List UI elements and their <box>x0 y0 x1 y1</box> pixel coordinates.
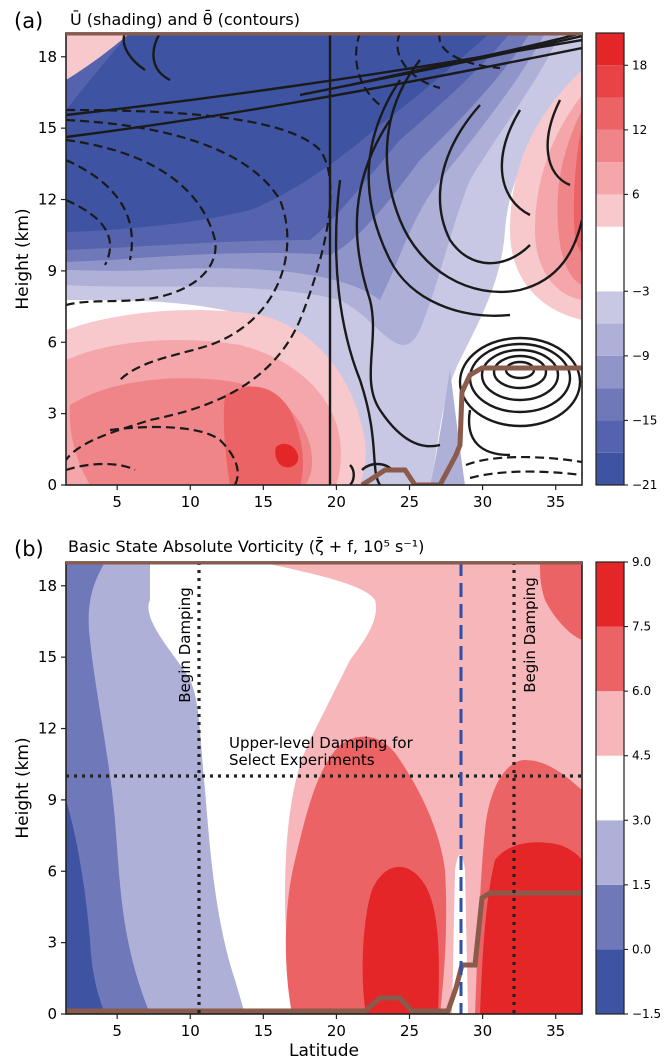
x-tick-label: 20 <box>327 493 346 511</box>
y-tick-label: 6 <box>47 862 57 880</box>
colorbar-segment <box>596 162 624 195</box>
panel-b-letter: (b) <box>14 537 44 561</box>
panel-b-axes: 5 10 15 20 25 30 35 0 3 6 9 12 15 18 <box>38 577 565 1040</box>
colorbar-tick-label: 9.0 <box>632 555 651 569</box>
colorbar-tick-label: 3.0 <box>632 813 651 827</box>
colorbar-tick-label: 0.0 <box>632 942 651 956</box>
panel-b-colorbar: −1.5 0.0 1.5 3.0 4.5 6.0 7.5 9.0 <box>595 555 661 1021</box>
colorbar-segment <box>596 949 624 1014</box>
colorbar-segment <box>596 291 624 324</box>
panel-b-title: Basic State Absolute Vorticity (ζ̄ + f, … <box>68 537 424 556</box>
begin-damping-left: Begin Damping <box>176 587 194 703</box>
colorbar-segment <box>596 452 624 485</box>
y-tick-label: 18 <box>38 577 57 595</box>
x-tick-label: 5 <box>112 1022 122 1040</box>
colorbar-segment <box>596 755 624 821</box>
x-tick-label: 30 <box>473 1022 492 1040</box>
colorbar-tick-label: 1.5 <box>632 878 651 892</box>
y-tick-label: 12 <box>38 191 57 209</box>
panel-a-title: Ū (shading) and θ̄ (contours) <box>70 10 300 29</box>
y-tick-label: 3 <box>47 405 57 423</box>
colorbar-tick-label: 18 <box>632 58 647 72</box>
colorbar-tick-label: 6.0 <box>632 684 651 698</box>
y-tick-label: 3 <box>47 934 57 952</box>
y-tick-label: 15 <box>38 648 57 666</box>
colorbar-tick-label: −9 <box>632 349 650 363</box>
x-tick-label: 25 <box>400 493 419 511</box>
y-tick-label: 12 <box>38 720 57 738</box>
y-tick-label: 9 <box>47 262 57 280</box>
panel-a-letter: (a) <box>14 9 43 33</box>
panel-a-colorbar: −21 −15 −9 −3 6 12 18 <box>595 32 657 492</box>
y-tick-label: 6 <box>47 333 57 351</box>
colorbar-tick-label: 6 <box>632 187 640 201</box>
colorbar-segment <box>596 355 624 389</box>
colorbar-segment <box>596 562 624 627</box>
panel-b-ylabel: Height (km) <box>13 737 33 838</box>
x-tick-label: 20 <box>327 1022 346 1040</box>
colorbar-tick-label: 7.5 <box>632 620 651 634</box>
x-tick-label: 35 <box>546 493 565 511</box>
colorbar-segment <box>596 420 624 453</box>
colorbar-segment <box>596 65 624 98</box>
colorbar-tick-label: −21 <box>632 478 657 492</box>
colorbar-segment <box>596 226 624 292</box>
colorbar-segment <box>596 323 624 356</box>
x-tick-label: 15 <box>254 1022 273 1040</box>
y-tick-label: 15 <box>38 119 57 137</box>
colorbar-tick-label: −3 <box>632 284 650 298</box>
x-axis-label: Latitude <box>289 1041 359 1061</box>
x-tick-label: 25 <box>400 1022 419 1040</box>
colorbar-segment <box>596 33 624 66</box>
colorbar-tick-label: 12 <box>632 123 647 137</box>
panel-a-ylabel: Height (km) <box>13 208 33 309</box>
colorbar-segment <box>596 129 624 163</box>
x-tick-label: 5 <box>112 493 122 511</box>
colorbar-segment <box>596 884 624 950</box>
colorbar-tick-label: 4.5 <box>632 749 651 763</box>
panel-a-axes: 5 10 15 20 25 30 35 0 3 6 9 12 15 18 <box>38 48 565 511</box>
colorbar-segment <box>596 97 624 130</box>
colorbar-tick-label: −1.5 <box>632 1007 661 1021</box>
x-tick-label: 35 <box>546 1022 565 1040</box>
y-tick-label: 0 <box>47 1005 57 1023</box>
colorbar-segment <box>596 194 624 227</box>
colorbar-tick-label: −15 <box>632 413 657 427</box>
x-tick-label: 10 <box>181 493 200 511</box>
y-tick-label: 0 <box>47 476 57 494</box>
colorbar-segment <box>596 820 624 885</box>
y-tick-label: 9 <box>47 791 57 809</box>
upper-damping-note: Upper-level Damping for Select Experimen… <box>229 734 418 769</box>
begin-damping-right: Begin Damping <box>521 577 539 693</box>
x-tick-label: 30 <box>473 493 492 511</box>
x-tick-label: 15 <box>254 493 273 511</box>
panel-a-plot <box>66 33 582 485</box>
panel-b-plot: Begin Damping Begin Damping Upper-level … <box>66 562 582 1014</box>
x-tick-label: 10 <box>181 1022 200 1040</box>
colorbar-segment <box>596 626 624 692</box>
y-tick-label: 18 <box>38 48 57 66</box>
colorbar-segment <box>596 691 624 756</box>
colorbar-segment <box>596 388 624 421</box>
